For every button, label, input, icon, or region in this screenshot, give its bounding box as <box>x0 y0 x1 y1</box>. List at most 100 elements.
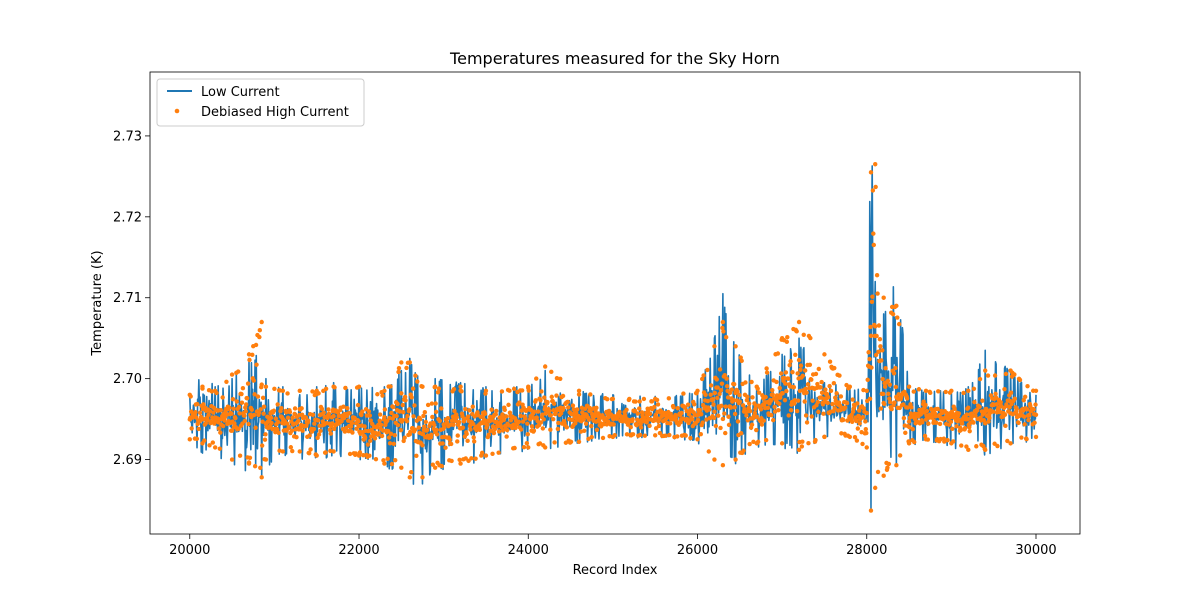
scatter-point <box>382 407 388 412</box>
scatter-point <box>580 410 585 415</box>
scatter-point <box>1033 388 1039 393</box>
scatter-point <box>1022 394 1028 400</box>
scatter-point <box>290 448 295 454</box>
scatter-point <box>269 420 274 426</box>
scatter-point <box>715 413 721 418</box>
scatter-point <box>806 441 811 446</box>
scatter-point <box>408 429 413 435</box>
scatter-point <box>236 426 241 431</box>
scatter-point <box>813 371 819 377</box>
scatter-point <box>260 395 266 401</box>
scatter-point <box>220 423 226 429</box>
scatter-point <box>220 395 225 400</box>
scatter-point <box>368 438 373 443</box>
scatter-point <box>331 384 336 389</box>
scatter-point <box>771 417 776 423</box>
scatter-point <box>870 188 876 193</box>
scatter-point <box>336 413 341 419</box>
scatter-point <box>705 367 710 373</box>
scatter-point <box>795 398 801 403</box>
scatter-point <box>873 485 878 491</box>
scatter-point <box>492 426 498 432</box>
scatter-point <box>231 406 236 411</box>
scatter-point <box>713 423 719 429</box>
scatter-point <box>539 389 544 394</box>
scatter-point <box>852 403 857 409</box>
scatter-point <box>417 416 423 422</box>
scatter-point <box>1025 383 1030 389</box>
scatter-point <box>554 376 560 381</box>
scatter-point <box>582 428 587 434</box>
scatter-point <box>864 430 869 436</box>
scatter-point <box>774 379 779 385</box>
scatter-point <box>373 456 379 462</box>
scatter-point <box>803 386 808 391</box>
scatter-point <box>389 410 394 416</box>
scatter-point <box>229 372 235 377</box>
scatter-point <box>796 447 802 453</box>
scatter-point <box>868 170 874 175</box>
scatter-point <box>891 371 897 376</box>
scatter-point <box>813 437 818 443</box>
scatter-point <box>502 407 507 413</box>
x-tick-label: 28000 <box>846 543 887 558</box>
scatter-point <box>409 469 414 475</box>
legend-swatch-debiased-high-current <box>174 108 180 114</box>
scatter-point <box>699 412 704 417</box>
scatter-point <box>831 380 837 386</box>
scatter-point <box>437 418 443 424</box>
scatter-point <box>311 426 317 432</box>
scatter-point <box>637 432 643 438</box>
scatter-point <box>377 412 383 417</box>
scatter-point <box>756 390 762 395</box>
scatter-point <box>578 429 584 434</box>
scatter-point <box>244 395 250 401</box>
scatter-point <box>886 391 891 397</box>
scatter-point <box>285 391 290 396</box>
scatter-point <box>635 411 640 416</box>
scatter-point <box>712 390 718 396</box>
scatter-point <box>868 333 874 339</box>
scatter-point <box>720 463 726 468</box>
scatter-point <box>347 411 352 416</box>
scatter-point <box>388 384 393 389</box>
scatter-point <box>912 439 917 445</box>
scatter-point <box>873 324 878 329</box>
scatter-point <box>903 430 908 436</box>
scatter-point <box>494 408 499 414</box>
scatter-point <box>747 401 752 406</box>
scatter-point <box>516 419 522 425</box>
scatter-point <box>574 407 580 412</box>
scatter-point <box>869 365 874 370</box>
scatter-point <box>809 377 814 382</box>
scatter-point <box>594 405 599 411</box>
scatter-point <box>451 387 457 392</box>
scatter-point <box>923 437 929 442</box>
scatter-point <box>511 386 517 392</box>
scatter-point <box>455 439 460 444</box>
scatter-point <box>796 319 802 325</box>
scatter-point <box>482 411 488 417</box>
scatter-point <box>867 396 873 402</box>
scatter-point <box>459 389 464 394</box>
scatter-point <box>744 398 750 403</box>
scatter-point <box>805 382 811 387</box>
scatter-point <box>779 441 785 446</box>
scatter-point <box>825 400 830 406</box>
scatter-point <box>263 432 268 437</box>
scatter-point <box>668 421 673 426</box>
scatter-point <box>262 437 268 442</box>
scatter-point <box>345 405 350 411</box>
scatter-point <box>610 434 616 440</box>
scatter-point <box>356 453 362 458</box>
scatter-point <box>949 388 954 393</box>
scatter-point <box>758 407 764 412</box>
scatter-point <box>541 417 546 422</box>
scatter-point <box>727 390 733 395</box>
scatter-point <box>785 334 790 340</box>
scatter-point <box>327 427 333 433</box>
scatter-point <box>867 356 872 362</box>
scatter-point <box>279 406 284 411</box>
scatter-point <box>420 475 425 480</box>
scatter-point <box>326 411 332 417</box>
